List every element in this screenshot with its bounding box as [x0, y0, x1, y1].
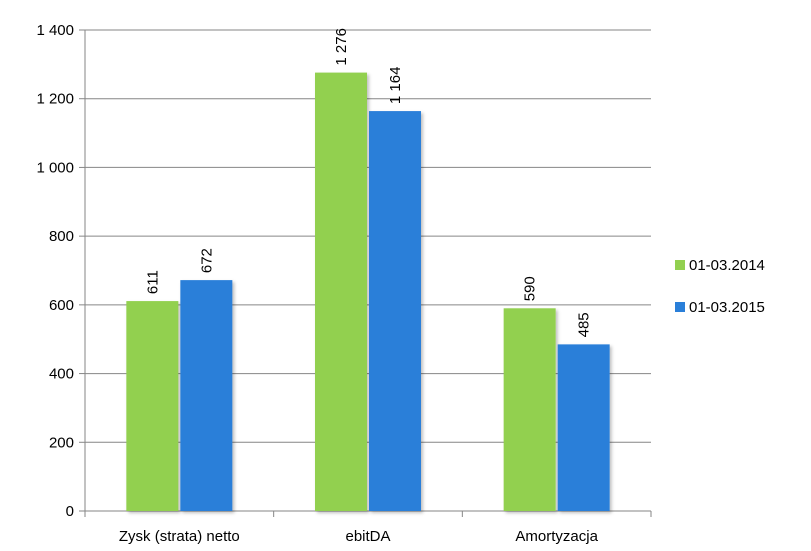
data-label: 485 [576, 312, 593, 337]
data-label: 1 164 [387, 67, 404, 105]
y-tick-label: 400 [49, 366, 74, 383]
axes: 0 200 400 600 800 1 000 1 200 1 400 Zysk (strata… [36, 22, 652, 545]
y-tick-label: 1 400 [36, 22, 74, 39]
data-labels: 611 672 1 276 1 164 590 485 [144, 28, 592, 337]
y-tick-label: 1 200 [36, 91, 74, 108]
bar [503, 308, 556, 511]
y-tick-label: 600 [49, 297, 74, 314]
data-label: 611 [144, 270, 161, 294]
legend-label: 01-03.2015 [689, 299, 765, 316]
legend-swatch [675, 302, 685, 312]
x-category-label: Amortyzacja [515, 528, 598, 545]
bar [180, 280, 233, 511]
y-tick-label: 0 [66, 503, 74, 520]
bar [126, 301, 179, 511]
bar [557, 344, 610, 511]
bar [315, 72, 367, 512]
bars [126, 72, 610, 512]
data-label: 1 276 [333, 28, 350, 66]
legend: 01-03.2014 01-03.2015 [675, 257, 765, 316]
gridlines [85, 29, 651, 443]
y-tick-label: 800 [49, 228, 74, 245]
data-label: 672 [198, 248, 215, 273]
y-tick-label: 1 000 [36, 159, 74, 176]
y-tick-label: 200 [49, 434, 74, 451]
bar [369, 111, 421, 511]
x-category-label: Zysk (strata) netto [119, 528, 240, 545]
legend-label: 01-03.2014 [689, 257, 765, 274]
legend-swatch [675, 260, 685, 270]
x-category-label: ebitDA [345, 528, 390, 545]
data-label: 590 [522, 276, 539, 301]
